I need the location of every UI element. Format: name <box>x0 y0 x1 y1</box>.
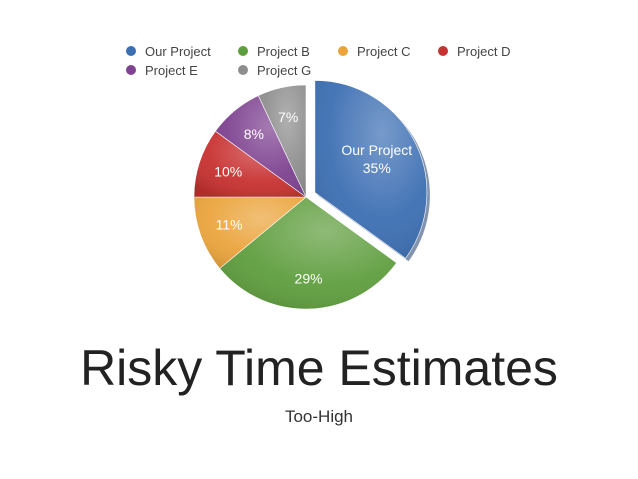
pie-slice-label: 35% <box>363 160 391 176</box>
pie-slice-gloss <box>258 85 306 197</box>
legend-label: Project G <box>257 62 312 78</box>
chart-subtitle: Too-High <box>284 407 354 426</box>
pie-slice-gloss <box>194 197 306 269</box>
legend-swatch <box>126 65 136 75</box>
legend-swatch <box>338 46 348 56</box>
pie-slice-name: Our Project <box>341 142 412 158</box>
legend-label: Project C <box>357 43 411 59</box>
legend-swatch <box>126 46 136 56</box>
legend-label: Project E <box>145 62 198 78</box>
legend-item: Project D <box>438 43 538 59</box>
pie-slice-gloss <box>314 80 427 259</box>
legend-item: Project G <box>238 62 338 78</box>
pie-chart: Our Project 35% 29% 11% 10% 8% 7% <box>193 80 430 310</box>
legend-swatch <box>438 46 448 56</box>
legend-swatch <box>238 65 248 75</box>
legend-item: Project E <box>126 62 238 78</box>
pie-slice-label: 10% <box>214 164 242 180</box>
pie-slice-gloss <box>219 197 397 309</box>
legend-item: Our Project <box>126 43 238 59</box>
chart-title: Risky Time Estimates <box>80 340 558 396</box>
pie-slice-gloss <box>194 131 306 197</box>
pie-slice-gloss <box>215 95 306 197</box>
pie-slice-label: 8% <box>244 126 264 142</box>
legend-item: Project C <box>338 43 438 59</box>
pie-slice-label: 11% <box>216 217 243 233</box>
legend-item: Project B <box>238 43 338 59</box>
legend-swatch <box>238 46 248 56</box>
pie-slice-label: 7% <box>278 109 298 125</box>
pie-slice-label: 29% <box>295 271 323 287</box>
legend-label: Our Project <box>145 43 211 59</box>
legend-label: Project B <box>257 43 310 59</box>
legend-label: Project D <box>457 43 511 59</box>
chart-legend: Our Project Project B Project C Project D Pr… <box>126 43 546 78</box>
